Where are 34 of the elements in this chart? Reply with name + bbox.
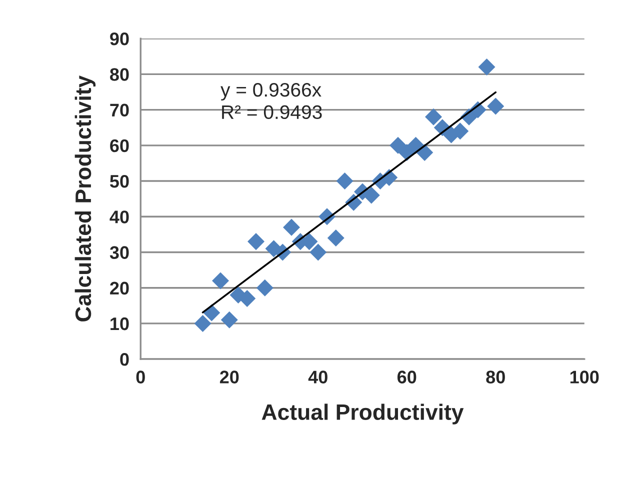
point	[478, 58, 496, 76]
x-tick-label: 0	[136, 370, 145, 384]
y-axis-title: Calculated Productivity	[74, 75, 96, 322]
y-tick-label: 80	[110, 68, 129, 81]
point	[282, 218, 300, 236]
point	[389, 136, 407, 154]
point	[256, 279, 274, 296]
y-tick-label: 10	[110, 317, 129, 330]
point	[212, 272, 230, 290]
y-tick-label: 60	[110, 139, 129, 152]
point	[310, 244, 327, 261]
point	[487, 98, 504, 115]
point	[194, 314, 212, 332]
point	[247, 233, 265, 250]
point	[424, 108, 442, 126]
y-tick-label: 50	[110, 174, 129, 188]
y-tick-label: 90	[110, 32, 129, 46]
point	[452, 122, 469, 140]
x-tick-label: 80	[486, 370, 505, 384]
y-tick-label: 20	[110, 282, 129, 295]
point	[327, 229, 344, 247]
annotation: y = 0.9366x R² = 0.9493	[220, 82, 322, 120]
point	[336, 172, 354, 190]
y-tick-label: 40	[110, 210, 129, 224]
y-tick-label: 30	[110, 246, 129, 259]
y-tick-label: 0	[120, 353, 129, 366]
x-axis-title: Actual Productivity	[262, 404, 464, 424]
point	[238, 290, 256, 308]
x-tick-label: 60	[397, 370, 416, 384]
x-tick-label: 40	[308, 370, 328, 384]
y-tick-label: 70	[110, 104, 129, 117]
point	[220, 311, 238, 328]
x-tick-label: 100	[570, 370, 599, 384]
x-tick-label: 20	[220, 370, 239, 384]
